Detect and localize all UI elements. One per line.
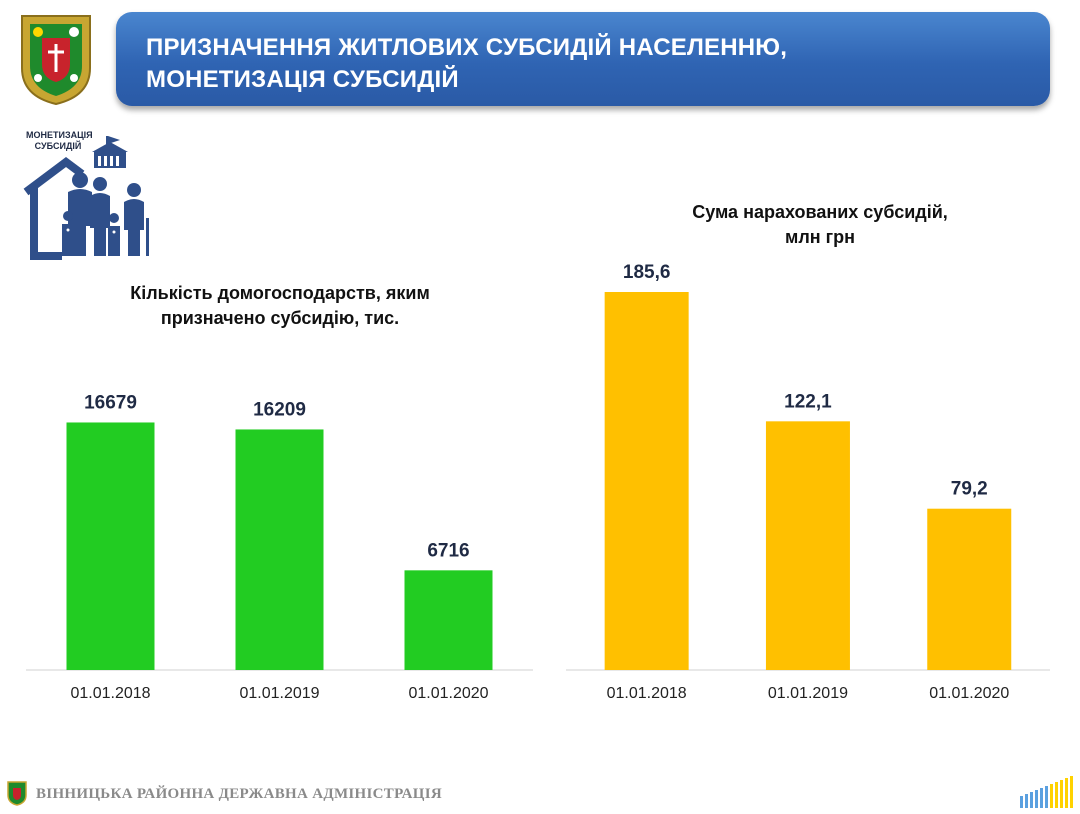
monetization-label-line1: МОНЕТИЗАЦІЯ — [26, 130, 93, 140]
chart1-title: Кількість домогосподарств, яким призначе… — [60, 281, 500, 331]
monetization-label: МОНЕТИЗАЦІЯ СУБСИДІЙ — [26, 130, 93, 152]
chart1-bar — [235, 429, 324, 670]
chart2-data-label: 185,6 — [623, 262, 671, 283]
chart1-title-line2: призначено субсидію, тис. — [160, 308, 400, 328]
chart2-title: Сума нарахованих субсидій, млн грн — [590, 200, 1050, 250]
page-title: ПРИЗНАЧЕННЯ ЖИТЛОВИХ СУБСИДІЙ НАСЕЛЕННЮ,… — [146, 32, 1020, 96]
chart1-tick-label: 01.01.2020 — [408, 685, 488, 702]
chart2-tick-label: 01.01.2018 — [607, 685, 687, 702]
chart1-title-line1: Кількість домогосподарств, яким — [130, 283, 430, 303]
chart2-bar — [927, 508, 1012, 670]
footer-organization: ВІННИЦЬКА РАЙОННА ДЕРЖАВНА АДМІНІСТРАЦІЯ — [36, 786, 442, 802]
stripes-decoration-icon — [1020, 776, 1073, 808]
chart2-tick-label: 01.01.2019 — [768, 685, 848, 702]
page-title-line1: ПРИЗНАЧЕННЯ ЖИТЛОВИХ СУБСИДІЙ НАСЕЛЕННЮ, — [146, 34, 788, 61]
chart1-data-label: 6716 — [427, 540, 469, 561]
chart1-data-label: 16209 — [253, 399, 306, 420]
chart2-data-label: 122,1 — [784, 391, 832, 412]
chart1-data-label: 16679 — [84, 392, 137, 413]
monetization-label-line2: СУБСИДІЙ — [34, 141, 82, 151]
header-banner: ПРИЗНАЧЕННЯ ЖИТЛОВИХ СУБСИДІЙ НАСЕЛЕННЮ,… — [116, 12, 1050, 106]
chart2-tick-label: 01.01.2020 — [929, 685, 1009, 702]
coat-of-arms-small-icon — [7, 781, 27, 806]
chart1-bar — [66, 422, 155, 670]
chart1-tick-label: 01.01.2019 — [239, 685, 319, 702]
chart2-bar — [765, 421, 850, 670]
coat-of-arms-logo — [21, 15, 91, 106]
chart1-bar — [404, 570, 493, 670]
page-title-line2: МОНЕТИЗАЦІЯ СУБСИДІЙ — [146, 66, 459, 93]
chart2-data-label: 79,2 — [951, 479, 988, 500]
chart2-title-line2: млн грн — [785, 227, 855, 247]
chart1-tick-label: 01.01.2018 — [70, 685, 150, 702]
chart2-title-line1: Сума нарахованих субсидій, — [692, 202, 948, 222]
footer: ВІННИЦЬКА РАЙОННА ДЕРЖАВНА АДМІНІСТРАЦІЯ — [0, 772, 1080, 814]
chart2-bar — [604, 292, 689, 670]
family-house-icon — [23, 136, 149, 260]
